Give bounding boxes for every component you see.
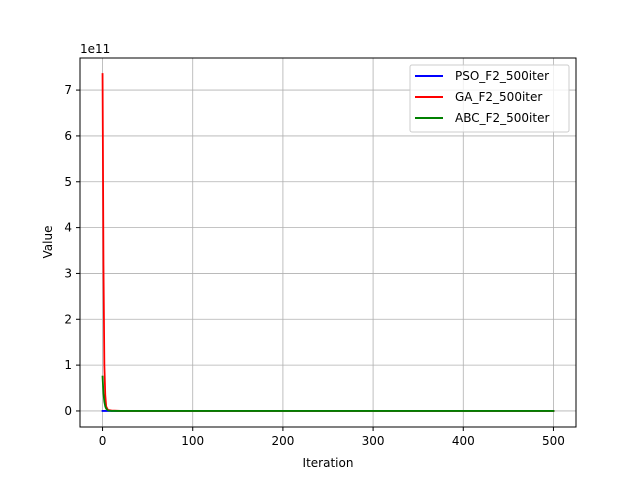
y-tick-label: 7 (64, 83, 72, 97)
y-axis: 0 1 2 3 4 5 6 7 (64, 83, 80, 418)
grid (80, 58, 576, 427)
legend-box (409, 64, 570, 133)
y-tick-label: 3 (64, 266, 72, 280)
x-axis-label: Iteration (303, 456, 354, 470)
y-tick-label: 2 (64, 312, 72, 326)
y-axis-label: Value (41, 226, 55, 259)
y-tick-label: 6 (64, 129, 72, 143)
x-tick-label: 200 (271, 434, 294, 448)
series-layer (101, 73, 555, 412)
series-line-abc (101, 375, 555, 412)
legend-label-ga: GA_F2_500iter (455, 90, 542, 104)
x-tick-label: 500 (542, 434, 565, 448)
legend: PSO_F2_500iter GA_F2_500iter ABC_F2_500i… (409, 64, 570, 133)
legend-label-abc: ABC_F2_500iter (455, 111, 549, 125)
y-tick-label: 0 (64, 404, 72, 418)
x-tick-label: 400 (452, 434, 475, 448)
y-tick-label: 1 (64, 358, 72, 372)
x-tick-label: 300 (362, 434, 385, 448)
plot-frame (79, 57, 577, 428)
y-offset-text: 1e11 (80, 42, 110, 56)
x-tick-label: 0 (99, 434, 107, 448)
x-tick-label: 100 (181, 434, 204, 448)
legend-label-pso: PSO_F2_500iter (455, 69, 549, 83)
x-axis: 0 100 200 300 400 500 (99, 427, 565, 448)
y-tick-label: 5 (64, 175, 72, 189)
y-tick-label: 4 (64, 221, 72, 235)
